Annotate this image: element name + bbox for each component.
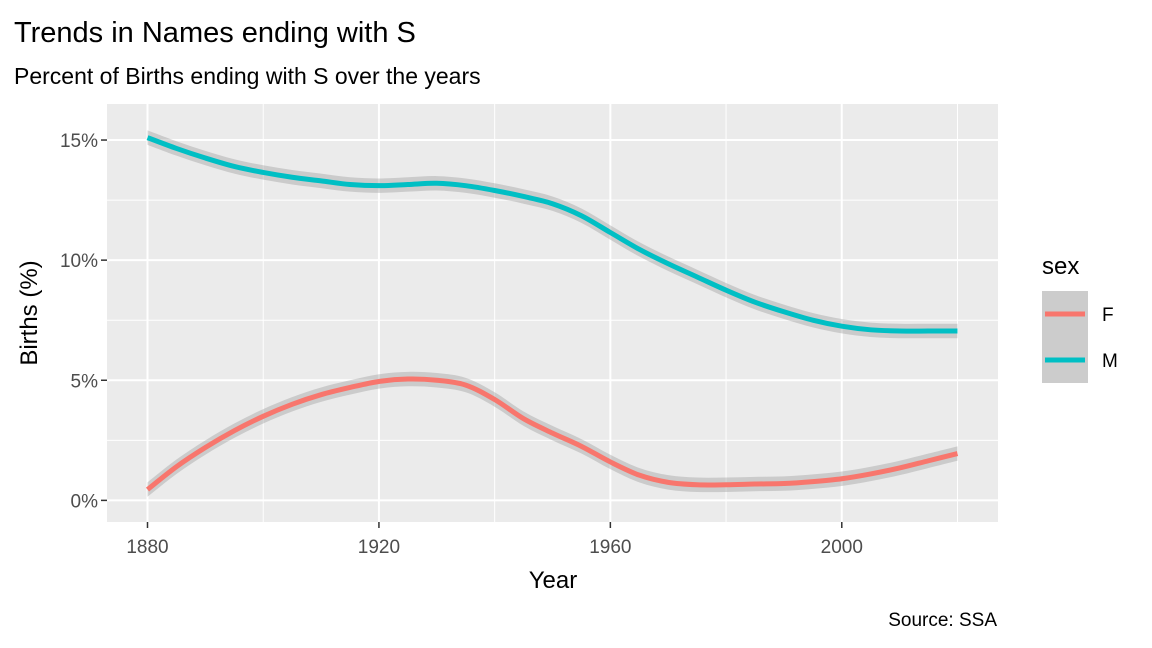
chart-caption: Source: SSA	[888, 610, 997, 631]
plot-panel	[107, 104, 998, 522]
x-tick-label: 2000	[821, 537, 863, 558]
y-tick-label: 10%	[60, 251, 98, 272]
x-tick-label: 1880	[126, 537, 168, 558]
y-axis-title: Births (%)	[16, 260, 43, 365]
series-lines	[145, 135, 959, 492]
chart-subtitle: Percent of Births ending with S over the…	[14, 63, 481, 89]
legend-label-M: M	[1102, 351, 1118, 372]
y-tick-label: 5%	[71, 371, 99, 392]
y-axis: 0% 5% 10% 15%	[60, 131, 107, 512]
chart-title: Trends in Names ending with S	[14, 17, 416, 49]
legend-title: sex	[1042, 253, 1079, 280]
legend-label-F: F	[1102, 305, 1114, 326]
series-line-F	[145, 376, 959, 492]
x-axis-title: Year	[529, 567, 578, 594]
series-line-M	[146, 135, 958, 334]
x-tick-label: 1920	[358, 537, 400, 558]
x-axis: 1880 1920 1960 2000	[126, 522, 863, 558]
y-tick-label: 15%	[60, 131, 98, 152]
legend: sex F M	[1042, 253, 1118, 383]
y-tick-label: 0%	[71, 491, 99, 512]
grid-major	[107, 104, 998, 522]
x-tick-label: 1960	[589, 537, 631, 558]
